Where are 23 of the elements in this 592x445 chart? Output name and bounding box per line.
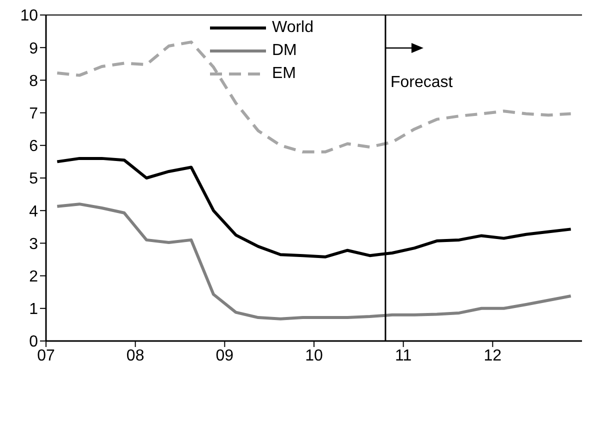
x-tick-label: 10 [305, 347, 323, 364]
x-tick-label: 07 [37, 347, 55, 364]
y-tick-label: 0 [29, 334, 38, 351]
y-tick-label: 10 [20, 8, 38, 25]
legend-label: DM [272, 42, 297, 60]
y-tick-label: 9 [29, 40, 38, 58]
ref-line-label: Forecast [390, 74, 454, 91]
x-tick-label: 08 [126, 347, 144, 364]
y-tick-label: 3 [29, 236, 38, 253]
y-tick-label: 2 [29, 268, 38, 286]
x-tick-label: 12 [484, 347, 502, 364]
y-tick-label: 4 [29, 203, 38, 220]
y-tick-label: 7 [29, 105, 38, 122]
legend-label: World [272, 18, 314, 36]
y-tick-label: 5 [29, 170, 38, 188]
line-series [56, 40, 572, 154]
x-tick-label: 09 [216, 347, 234, 364]
y-tick-label: 8 [29, 72, 38, 90]
line-series [56, 202, 572, 320]
y-tick-label: 1 [29, 301, 38, 318]
x-tick-label: 11 [395, 347, 412, 364]
legend-label: EM [272, 64, 296, 82]
y-tick-label: 6 [29, 138, 38, 156]
